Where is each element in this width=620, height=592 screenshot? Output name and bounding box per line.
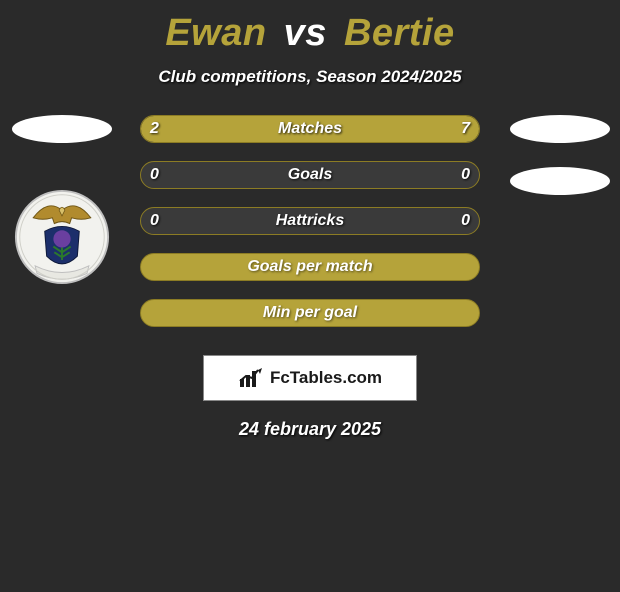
stat-pill: Goals per match — [140, 253, 480, 281]
stat-row-matches: Matches 2 7 — [140, 115, 480, 143]
snapshot-date: 24 february 2025 — [0, 419, 620, 440]
stat-right-value: 7 — [461, 115, 470, 143]
player2-name: Bertie — [344, 12, 455, 54]
stat-row-gpm: Goals per match — [140, 253, 480, 281]
player2-badge-placeholder-2 — [510, 167, 610, 195]
stat-bars: Matches 2 7 Goals 0 0 Hattricks 0 0 — [140, 115, 480, 327]
bar-chart-icon — [238, 367, 264, 389]
player1-badge-placeholder — [12, 115, 112, 143]
stat-left-value: 0 — [150, 207, 159, 235]
stat-row-mpg: Min per goal — [140, 299, 480, 327]
stat-row-hattricks: Hattricks 0 0 — [140, 207, 480, 235]
stat-pill: Min per goal — [140, 299, 480, 327]
stat-pill: Goals — [140, 161, 480, 189]
club-crest-icon — [14, 189, 110, 285]
subtitle: Club competitions, Season 2024/2025 — [0, 67, 620, 87]
player1-name: Ewan — [165, 12, 266, 54]
stat-label: Goals — [288, 166, 332, 183]
stat-left-value: 2 — [150, 115, 159, 143]
player2-badge-placeholder-1 — [510, 115, 610, 143]
stat-label: Matches — [278, 120, 342, 137]
stat-label: Hattricks — [276, 212, 344, 229]
stat-pill: Hattricks — [140, 207, 480, 235]
watermark: FcTables.com — [203, 355, 417, 401]
stat-right-value: 0 — [461, 207, 470, 235]
stat-row-goals: Goals 0 0 — [140, 161, 480, 189]
stat-label: Goals per match — [247, 258, 372, 275]
stat-right-value: 0 — [461, 161, 470, 189]
watermark-text: FcTables.com — [270, 368, 382, 388]
vs-separator: vs — [284, 12, 327, 54]
comparison-title: Ewan vs Bertie — [0, 12, 620, 55]
stat-label: Min per goal — [263, 304, 357, 321]
comparison-chart: Matches 2 7 Goals 0 0 Hattricks 0 0 — [0, 115, 620, 335]
stat-left-value: 0 — [150, 161, 159, 189]
stat-pill: Matches — [140, 115, 480, 143]
